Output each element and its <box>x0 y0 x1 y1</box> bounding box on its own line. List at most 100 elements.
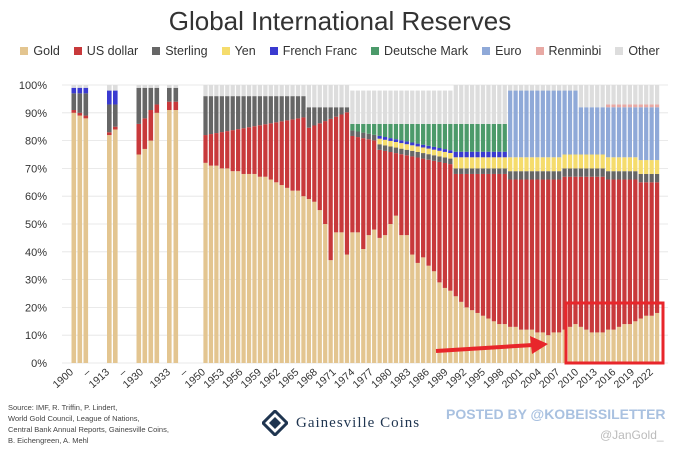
bar-segment-sterling <box>107 104 112 133</box>
bar-segment-sterling <box>551 171 556 180</box>
bar-segment-other <box>355 90 360 124</box>
bar-segment-euro <box>513 90 518 158</box>
bar-segment-sterling <box>578 168 584 177</box>
bar-segment-sterling <box>246 96 252 128</box>
bar-segment-gold <box>633 321 638 363</box>
bar-segment-sterling <box>279 96 284 122</box>
bar-segment-us-dollar <box>173 101 179 111</box>
bar-segment-other <box>372 90 377 124</box>
bar-segment-gold <box>333 232 339 363</box>
bar-segment-us-dollar <box>557 179 562 333</box>
bar-segment-french-franc <box>71 87 77 94</box>
bar-segment-us-dollar <box>328 118 333 261</box>
bar-segment-sterling <box>638 173 643 183</box>
bar-segment-us-dollar <box>562 176 567 330</box>
bar-segment-other <box>557 85 562 91</box>
bar-segment-sterling <box>573 168 578 177</box>
bar-segment-yen <box>546 157 551 172</box>
legend-label: Deutsche Mark <box>384 44 469 58</box>
bar-segment-other <box>627 85 632 105</box>
bar-segment-us-dollar <box>480 173 486 316</box>
bar-segment-gold <box>557 332 562 363</box>
legend-swatch <box>371 47 380 55</box>
bar-segment-euro <box>529 90 535 158</box>
bar-segment-other <box>410 90 415 124</box>
bar-segment-gold <box>480 315 486 363</box>
bar-segment-gold <box>148 140 154 363</box>
bar-segment-euro <box>633 107 638 158</box>
bar-segment-us-dollar <box>469 173 475 311</box>
bar-segment-other <box>388 90 393 124</box>
bar-segment-other <box>148 85 154 88</box>
bar-segment-sterling <box>208 96 214 135</box>
bar-segment-us-dollar <box>567 176 573 327</box>
bar-segment-sterling <box>285 96 290 121</box>
bar-segment-sterling <box>236 96 241 130</box>
bar-segment-other <box>382 90 388 124</box>
bar-segment-deutsche-mark <box>361 123 366 133</box>
legend-label: Renminbi <box>548 44 602 58</box>
bar-segment-sterling <box>328 107 333 119</box>
bar-segment-euro <box>627 107 632 158</box>
bar-segment-sterling <box>480 168 486 174</box>
bar-segment-other <box>578 85 584 108</box>
bar-segment-us-dollar <box>584 176 589 330</box>
bar-segment-other <box>448 90 453 124</box>
bar-segment-renminbi <box>622 104 627 108</box>
bar-segment-other <box>546 85 551 91</box>
bar-segment-gold <box>584 329 589 363</box>
bar-segment-sterling <box>77 93 83 113</box>
bar-segment-us-dollar <box>649 182 654 316</box>
bar-segment-us-dollar <box>453 173 458 297</box>
bar-segment-other <box>459 85 464 124</box>
bar-segment-other <box>469 85 475 124</box>
bar-segment-french-franc <box>410 142 415 146</box>
bar-segment-us-dollar <box>589 176 594 333</box>
bar-segment-renminbi <box>633 104 638 108</box>
bar-segment-sterling <box>502 168 507 174</box>
bar-segment-us-dollar <box>437 161 442 283</box>
bar-segment-us-dollar <box>113 126 118 130</box>
bar-segment-us-dollar <box>208 134 214 166</box>
bar-segment-other <box>295 85 301 97</box>
chart-title: Global International Reserves <box>168 6 512 36</box>
bar-segment-sterling <box>584 168 589 177</box>
bar-segment-gold <box>344 254 350 363</box>
bar-segment-gold <box>393 215 399 363</box>
bar-segment-euro <box>518 90 524 158</box>
bar-segment-other <box>252 85 257 97</box>
bar-segment-yen <box>393 142 399 148</box>
bar-segment-other <box>600 85 605 108</box>
bar-segment-gold <box>317 210 322 363</box>
legend-label: Other <box>628 44 660 58</box>
bar-segment-other <box>236 85 241 97</box>
bar-segment-deutsche-mark <box>480 123 486 152</box>
bar-segment-us-dollar <box>502 173 507 325</box>
bar-segment-yen <box>421 147 426 154</box>
bar-segment-sterling <box>611 171 616 180</box>
bar-segment-gold <box>649 315 654 363</box>
y-tick-label: 100% <box>19 80 47 92</box>
bar-segment-other <box>551 85 556 91</box>
bar-segment-us-dollar <box>225 131 230 169</box>
bar-segment-gold <box>306 198 312 363</box>
bar-segment-french-franc <box>388 138 393 141</box>
bar-segment-sterling <box>323 107 328 122</box>
highlight-arrow-shaft <box>435 343 534 353</box>
bar-segment-gold <box>214 165 219 363</box>
bar-segment-gold <box>173 110 179 363</box>
bar-segment-us-dollar <box>290 119 295 191</box>
bar-segment-us-dollar <box>644 182 649 316</box>
legend-item: US dollar <box>73 44 138 58</box>
bar-segment-other <box>306 85 312 108</box>
bar-segment-sterling <box>257 96 263 126</box>
bar-segment-other <box>426 90 431 124</box>
bar-segment-french-franc <box>415 143 420 147</box>
bar-segment-sterling <box>113 104 118 127</box>
bar-segment-other <box>431 90 437 124</box>
bar-segment-deutsche-mark <box>459 123 464 152</box>
bar-segment-other <box>616 85 622 105</box>
bar-segment-us-dollar <box>268 123 273 180</box>
bar-segment-other <box>535 85 540 91</box>
bar-segment-other <box>268 85 273 97</box>
